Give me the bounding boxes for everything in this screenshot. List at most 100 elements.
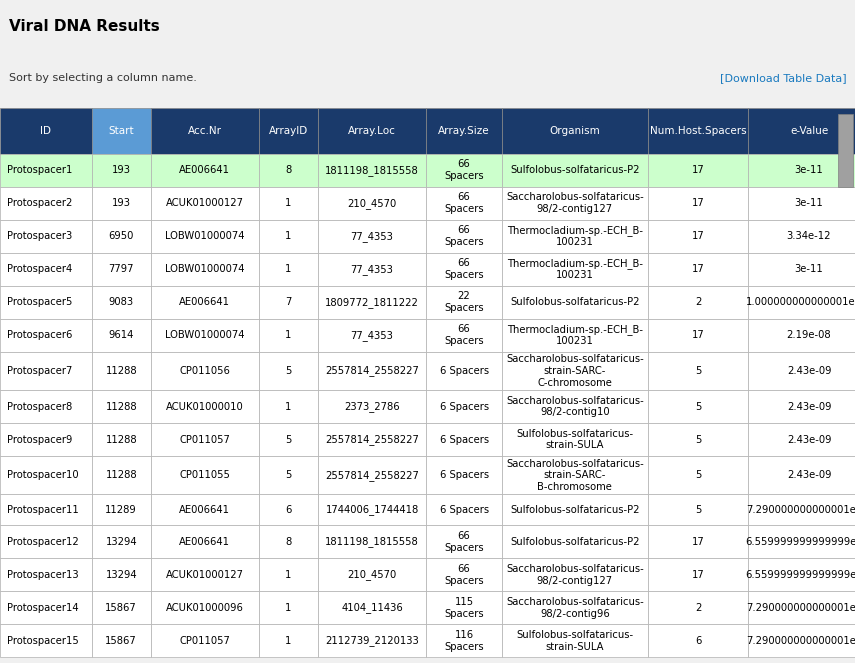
Bar <box>502 591 648 625</box>
Text: 7: 7 <box>286 297 292 307</box>
Bar <box>0 495 92 525</box>
Text: 66
Spacers: 66 Spacers <box>445 192 484 214</box>
Bar <box>0 108 92 154</box>
Text: Viral DNA Results: Viral DNA Results <box>9 19 159 34</box>
Bar <box>502 286 648 319</box>
Text: ArrayID: ArrayID <box>268 126 308 136</box>
Text: 66
Spacers: 66 Spacers <box>445 259 484 280</box>
Text: 7.290000000000001e-09: 7.290000000000001e-09 <box>746 603 855 613</box>
Text: 17: 17 <box>692 537 705 547</box>
Text: CP011057: CP011057 <box>180 636 230 646</box>
Bar <box>92 253 150 286</box>
Text: 6 Spacers: 6 Spacers <box>439 366 489 376</box>
Bar <box>502 187 648 219</box>
Bar <box>502 495 648 525</box>
Text: Array.Size: Array.Size <box>439 126 490 136</box>
Text: 2557814_2558227: 2557814_2558227 <box>325 434 419 445</box>
Text: 5: 5 <box>695 402 701 412</box>
Text: Saccharolobus-solfataricus-
98/2-contig96: Saccharolobus-solfataricus- 98/2-contig9… <box>506 597 644 619</box>
Bar <box>92 319 150 352</box>
Text: Sulfolobus-solfataricus-P2: Sulfolobus-solfataricus-P2 <box>510 537 640 547</box>
Bar <box>259 352 318 390</box>
Bar <box>150 456 259 495</box>
Text: 17: 17 <box>692 264 705 274</box>
Bar <box>648 187 748 219</box>
Text: 1: 1 <box>286 570 292 580</box>
Text: Sulfolobus-solfataricus-
strain-SULA: Sulfolobus-solfataricus- strain-SULA <box>516 630 634 652</box>
Text: 193: 193 <box>112 165 131 175</box>
Bar <box>318 625 427 658</box>
Bar <box>150 253 259 286</box>
Text: 115
Spacers: 115 Spacers <box>445 597 484 619</box>
Bar <box>318 154 427 187</box>
Bar <box>318 456 427 495</box>
Bar <box>502 154 648 187</box>
Text: 9083: 9083 <box>109 297 134 307</box>
Text: 1811198_1815558: 1811198_1815558 <box>325 536 419 547</box>
Text: Protospacer11: Protospacer11 <box>7 505 79 515</box>
Text: Saccharolobus-solfataricus-
98/2-contig127: Saccharolobus-solfataricus- 98/2-contig1… <box>506 192 644 214</box>
Bar <box>259 423 318 456</box>
Bar <box>318 390 427 423</box>
Bar <box>318 286 427 319</box>
Bar <box>427 558 502 591</box>
Text: 2373_2786: 2373_2786 <box>345 401 400 412</box>
Text: CP011056: CP011056 <box>180 366 230 376</box>
Bar <box>502 625 648 658</box>
Text: 1.000000000000001e-11: 1.000000000000001e-11 <box>746 297 855 307</box>
Text: 116
Spacers: 116 Spacers <box>445 630 484 652</box>
Text: Protospacer7: Protospacer7 <box>7 366 72 376</box>
Text: Protospacer14: Protospacer14 <box>7 603 79 613</box>
Bar <box>0 352 92 390</box>
Text: ACUK01000010: ACUK01000010 <box>166 402 244 412</box>
Bar <box>92 558 150 591</box>
Text: 3e-11: 3e-11 <box>794 264 823 274</box>
Text: 7.290000000000001e-09: 7.290000000000001e-09 <box>746 636 855 646</box>
Bar <box>150 423 259 456</box>
Text: 15867: 15867 <box>105 603 137 613</box>
Bar <box>92 352 150 390</box>
Text: 210_4570: 210_4570 <box>347 198 397 209</box>
Text: 6 Spacers: 6 Spacers <box>439 505 489 515</box>
Bar <box>0 319 92 352</box>
Bar <box>748 625 855 658</box>
Bar <box>838 114 853 187</box>
Bar <box>318 591 427 625</box>
Text: 77_4353: 77_4353 <box>351 231 393 241</box>
Text: [Download Table Data]: [Download Table Data] <box>720 73 846 83</box>
Bar <box>748 253 855 286</box>
Text: Protospacer10: Protospacer10 <box>7 470 79 480</box>
Text: 17: 17 <box>692 231 705 241</box>
Bar <box>92 154 150 187</box>
Text: 1: 1 <box>286 636 292 646</box>
Bar <box>427 286 502 319</box>
Text: 17: 17 <box>692 165 705 175</box>
Text: LOBW01000074: LOBW01000074 <box>165 330 245 340</box>
Text: 1: 1 <box>286 198 292 208</box>
Bar <box>502 423 648 456</box>
Text: 3e-11: 3e-11 <box>794 198 823 208</box>
Text: e-Value: e-Value <box>790 126 828 136</box>
Text: Sulfolobus-solfataricus-P2: Sulfolobus-solfataricus-P2 <box>510 505 640 515</box>
Text: Thermocladium-sp.-ECH_B-
100231: Thermocladium-sp.-ECH_B- 100231 <box>507 258 643 280</box>
Text: 2112739_2120133: 2112739_2120133 <box>325 635 419 646</box>
Bar <box>318 108 427 154</box>
Bar <box>92 219 150 253</box>
Bar <box>318 219 427 253</box>
Bar <box>0 456 92 495</box>
Bar <box>748 352 855 390</box>
Text: 2: 2 <box>695 603 701 613</box>
Bar <box>427 187 502 219</box>
Text: 11288: 11288 <box>105 434 137 445</box>
Bar <box>259 187 318 219</box>
Bar <box>92 456 150 495</box>
Text: ACUK01000127: ACUK01000127 <box>166 570 244 580</box>
Text: Protospacer12: Protospacer12 <box>7 537 79 547</box>
Bar <box>150 319 259 352</box>
Bar <box>259 390 318 423</box>
Bar <box>92 495 150 525</box>
Bar <box>502 390 648 423</box>
Text: 1744006_1744418: 1744006_1744418 <box>326 505 419 515</box>
Text: 6: 6 <box>286 505 292 515</box>
Text: 66
Spacers: 66 Spacers <box>445 324 484 346</box>
